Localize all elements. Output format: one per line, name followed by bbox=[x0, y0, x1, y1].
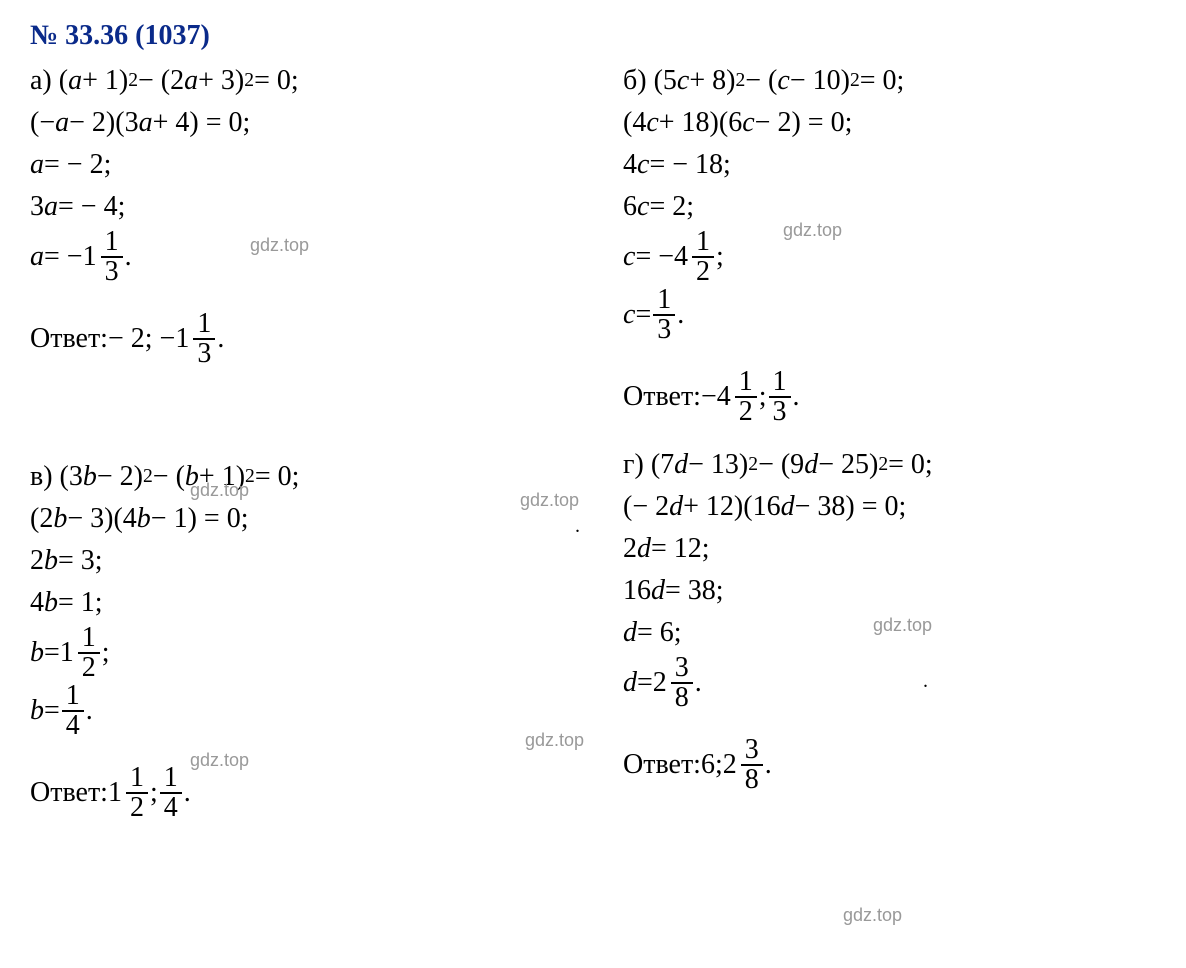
eq-line: (4c + 18)(6c − 2) = 0; bbox=[623, 102, 1156, 144]
problem-a: а) (a + 1)2 − (2a + 3)2 = 0; (− a − 2)(3… bbox=[30, 60, 563, 368]
left-column: а) (a + 1)2 − (2a + 3)2 = 0; (− a − 2)(3… bbox=[30, 60, 563, 840]
eq-line: 4b = 1; bbox=[30, 582, 563, 624]
eq-line: 2b = 3; bbox=[30, 540, 563, 582]
eq-line: в) (3b − 2)2 − (b + 1)2 = 0; bbox=[30, 456, 563, 498]
problem-b: б) (5c + 8)2 − (c − 10)2 = 0; (4c + 18)(… bbox=[623, 60, 1156, 426]
eq-line: 4c = − 18; bbox=[623, 144, 1156, 186]
watermark: gdz.top bbox=[250, 235, 309, 256]
answer-line: Ответ: 112 ; 14 . bbox=[30, 764, 563, 822]
watermark: gdz.top bbox=[520, 490, 579, 511]
eq-line: б) (5c + 8)2 − (c − 10)2 = 0; bbox=[623, 60, 1156, 102]
eq-line: г) (7d − 13)2 − (9d − 25)2 = 0; bbox=[623, 444, 1156, 486]
eq-line: 3a = − 4; bbox=[30, 186, 563, 228]
eq-line: а) (a + 1)2 − (2a + 3)2 = 0; bbox=[30, 60, 563, 102]
answer-line: Ответ: 6; 238 . bbox=[623, 736, 1156, 794]
eq-line: d = 238 . bbox=[623, 654, 1156, 712]
watermark: gdz.top bbox=[190, 480, 249, 501]
stray-dot: . bbox=[923, 670, 928, 693]
eq-line: (2b − 3)(4b − 1) = 0; bbox=[30, 498, 563, 540]
right-column: б) (5c + 8)2 − (c − 10)2 = 0; (4c + 18)(… bbox=[623, 60, 1156, 840]
eq-line: b = 112 ; bbox=[30, 624, 563, 682]
stray-dot: . bbox=[575, 515, 580, 538]
eq-line: a = − 2; bbox=[30, 144, 563, 186]
problem-title: № 33.36 (1037) bbox=[30, 20, 1156, 52]
watermark: gdz.top bbox=[525, 730, 584, 751]
eq-line: 6c = 2; bbox=[623, 186, 1156, 228]
eq-line: 2d = 12; bbox=[623, 528, 1156, 570]
eq-line: b = 14 . bbox=[30, 682, 563, 740]
answer-line: Ответ: − 412 ; 13 . bbox=[623, 368, 1156, 426]
answer-line: Ответ: − 2; − 113 . bbox=[30, 310, 563, 368]
watermark: gdz.top bbox=[783, 220, 842, 241]
eq-line: c = − 412 ; bbox=[623, 228, 1156, 286]
eq-line: (− 2d + 12)(16d − 38) = 0; bbox=[623, 486, 1156, 528]
eq-line: c = 13 . bbox=[623, 286, 1156, 344]
watermark: gdz.top bbox=[190, 750, 249, 771]
two-column-layout: а) (a + 1)2 − (2a + 3)2 = 0; (− a − 2)(3… bbox=[30, 60, 1156, 840]
eq-line: 16d = 38; bbox=[623, 570, 1156, 612]
watermark: gdz.top bbox=[873, 615, 932, 636]
eq-line: (− a − 2)(3a + 4) = 0; bbox=[30, 102, 563, 144]
problem-v: в) (3b − 2)2 − (b + 1)2 = 0; (2b − 3)(4b… bbox=[30, 456, 563, 822]
watermark: gdz.top bbox=[843, 905, 902, 926]
